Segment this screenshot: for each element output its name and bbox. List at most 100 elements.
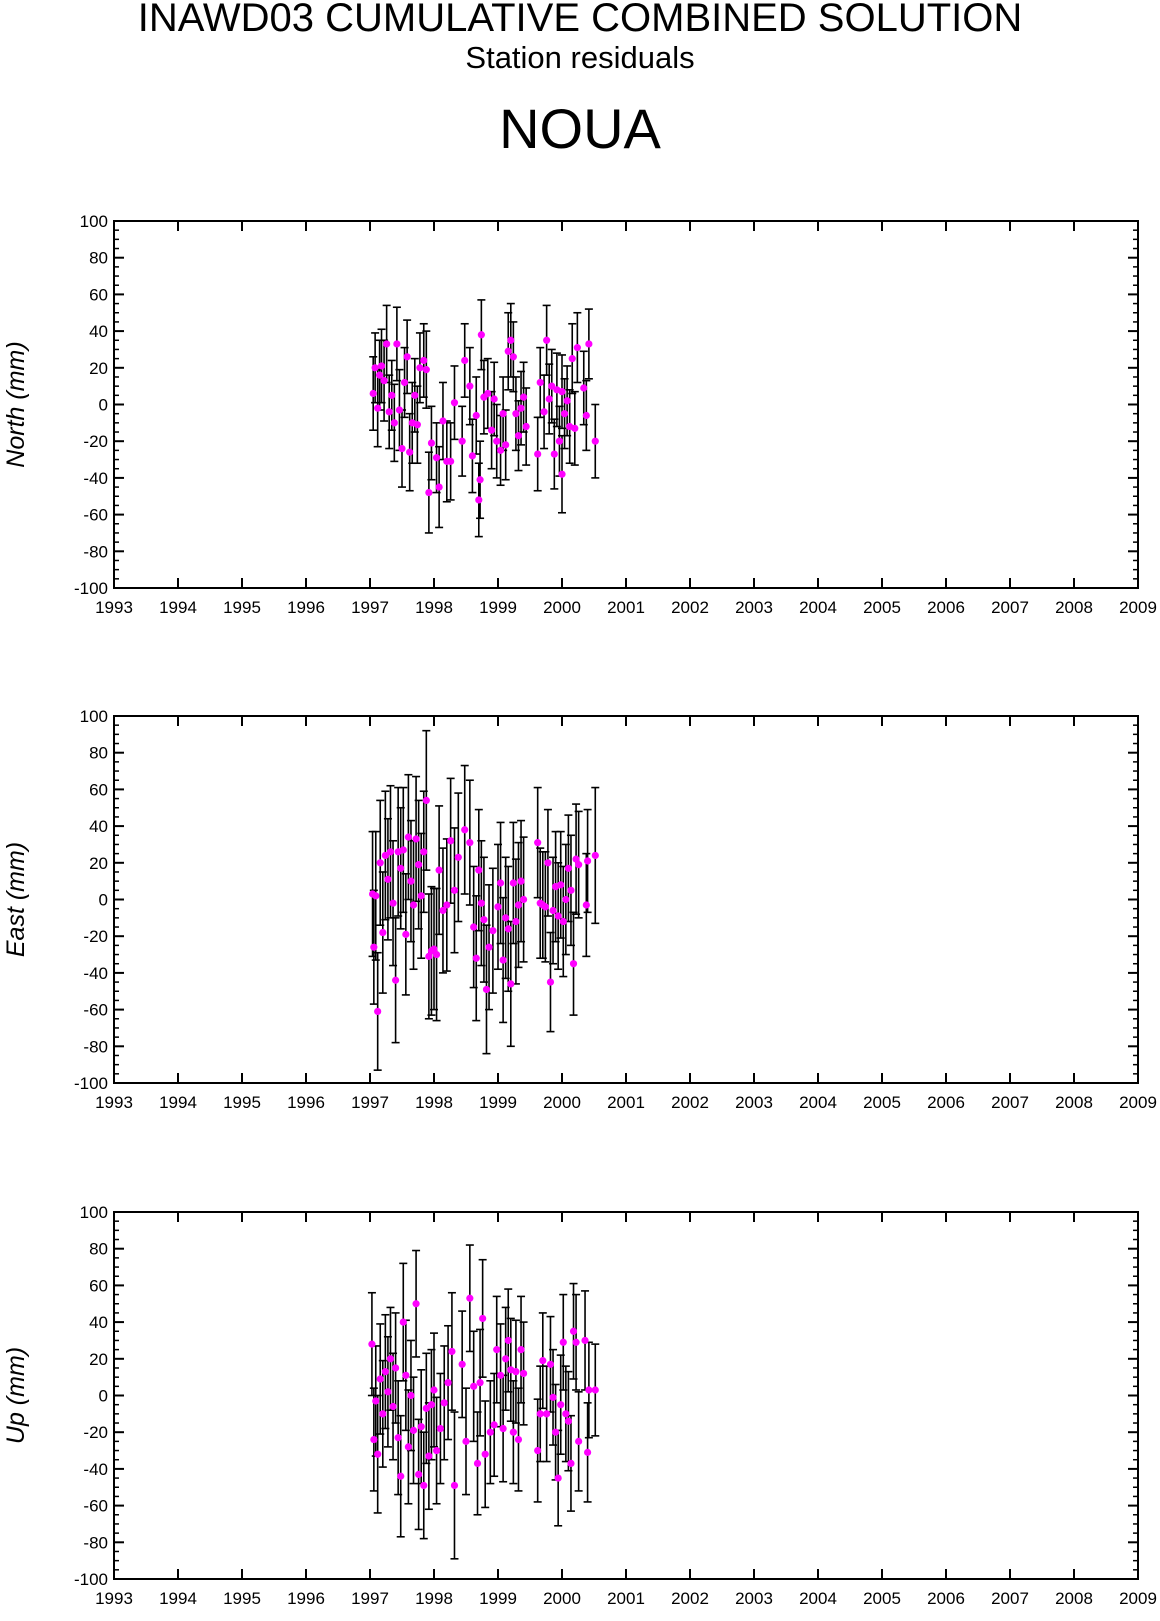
- data-point: [447, 837, 455, 845]
- x-tick-label: 1994: [159, 1589, 197, 1608]
- data-point: [504, 347, 512, 355]
- data-point: [439, 417, 447, 425]
- up-panel: 1993 1994 1995 1996 1997 1998 1999 2000 2001 2002…: [2, 1203, 1157, 1608]
- data-point: [420, 356, 428, 365]
- data-point: [466, 1294, 474, 1302]
- data-point: [499, 956, 507, 964]
- data-point: [432, 454, 441, 462]
- data-point: [440, 1399, 448, 1407]
- data-point: [564, 864, 573, 872]
- data-point: [411, 391, 419, 399]
- data-point: [472, 411, 480, 420]
- data-point: [485, 943, 493, 951]
- data-point: [394, 1434, 402, 1442]
- x-tick-label: 2008: [1055, 1589, 1093, 1608]
- data-point: [520, 393, 528, 401]
- data-point: [558, 470, 566, 478]
- data-point: [436, 1424, 444, 1433]
- x-tick-label: 2000: [543, 1589, 581, 1608]
- x-tick-label: 2006: [927, 598, 965, 617]
- data-point: [585, 340, 593, 348]
- data-point: [427, 439, 436, 447]
- y-tick-label: -60: [83, 1001, 108, 1020]
- data-point: [412, 1300, 420, 1308]
- data-point: [372, 892, 380, 900]
- data-point: [572, 855, 580, 863]
- data-point: [371, 364, 379, 372]
- data-point: [466, 839, 474, 847]
- data-point: [384, 875, 392, 883]
- data-point: [420, 848, 428, 856]
- x-tick-label: 2004: [799, 1589, 837, 1608]
- x-tick-label: 1997: [351, 598, 389, 617]
- x-tick-label: 2002: [671, 598, 709, 617]
- y-tick-label: -20: [83, 432, 108, 451]
- chart-title: INAWD03 CUMULATIVE COMBINED SOLUTION: [137, 0, 1023, 40]
- data-point: [502, 914, 510, 922]
- y-tick-label: 60: [89, 285, 108, 304]
- data-point: [468, 452, 476, 460]
- data-point: [522, 422, 530, 431]
- data-point: [397, 864, 405, 872]
- data-point: [448, 1347, 456, 1356]
- data-point: [536, 378, 544, 387]
- data-point: [575, 1437, 583, 1445]
- data-point: [517, 404, 525, 412]
- y-tick-label: -60: [83, 1497, 108, 1516]
- data-point: [368, 1340, 376, 1348]
- data-point: [450, 1481, 459, 1490]
- data-point: [582, 411, 590, 420]
- data-point: [427, 1401, 436, 1409]
- data-point: [545, 395, 553, 403]
- data-point: [502, 1355, 510, 1363]
- data-point: [444, 1379, 452, 1387]
- y-tick-label: 80: [89, 744, 108, 763]
- x-tick-label: 1993: [95, 598, 133, 617]
- y-tick-label: 40: [89, 817, 108, 836]
- data-point: [404, 833, 412, 841]
- data-point: [435, 483, 443, 491]
- data-point: [380, 377, 388, 385]
- data-point: [541, 903, 549, 911]
- data-point: [496, 1371, 505, 1379]
- x-tick-label: 1997: [351, 1093, 389, 1112]
- data-point: [507, 980, 515, 988]
- data-point: [554, 912, 562, 920]
- data-point: [398, 444, 406, 453]
- y-tick-label: -100: [74, 579, 108, 598]
- north-panel: 1993 1994 1995 1996 1997 1998 1999 2000 2001 2002…: [2, 212, 1157, 617]
- data-point: [477, 899, 485, 907]
- y-tick-label: -40: [83, 1460, 108, 1479]
- y-tick-label: 100: [80, 212, 108, 231]
- data-point: [493, 437, 501, 445]
- data-point: [430, 945, 438, 953]
- data-point: [573, 344, 581, 352]
- data-point: [560, 410, 569, 418]
- data-point: [374, 1450, 382, 1458]
- data-point: [563, 397, 571, 405]
- data-point: [477, 331, 485, 339]
- x-tick-label: 1995: [223, 1093, 261, 1112]
- data-point: [439, 906, 447, 915]
- data-point: [425, 952, 433, 960]
- data-point: [379, 928, 387, 937]
- x-tick-label: 1994: [159, 1093, 197, 1112]
- data-point: [584, 857, 592, 865]
- data-point: [489, 927, 497, 935]
- data-point: [568, 355, 576, 363]
- data-point: [481, 1450, 489, 1458]
- data-point: [490, 395, 498, 403]
- data-point: [393, 340, 401, 348]
- data-point: [386, 1355, 395, 1363]
- x-tick-label: 1996: [287, 1093, 325, 1112]
- data-point: [430, 1386, 438, 1394]
- y-tick-label: 40: [89, 1313, 108, 1332]
- data-point: [479, 1314, 487, 1323]
- data-point: [517, 877, 525, 885]
- data-point: [549, 1393, 557, 1401]
- plot-frame: [113, 715, 1139, 1084]
- data-point: [422, 796, 430, 805]
- y-axis-title: East (mm): [2, 842, 30, 957]
- data-point: [575, 861, 583, 869]
- y-tick-label: -20: [83, 1423, 108, 1442]
